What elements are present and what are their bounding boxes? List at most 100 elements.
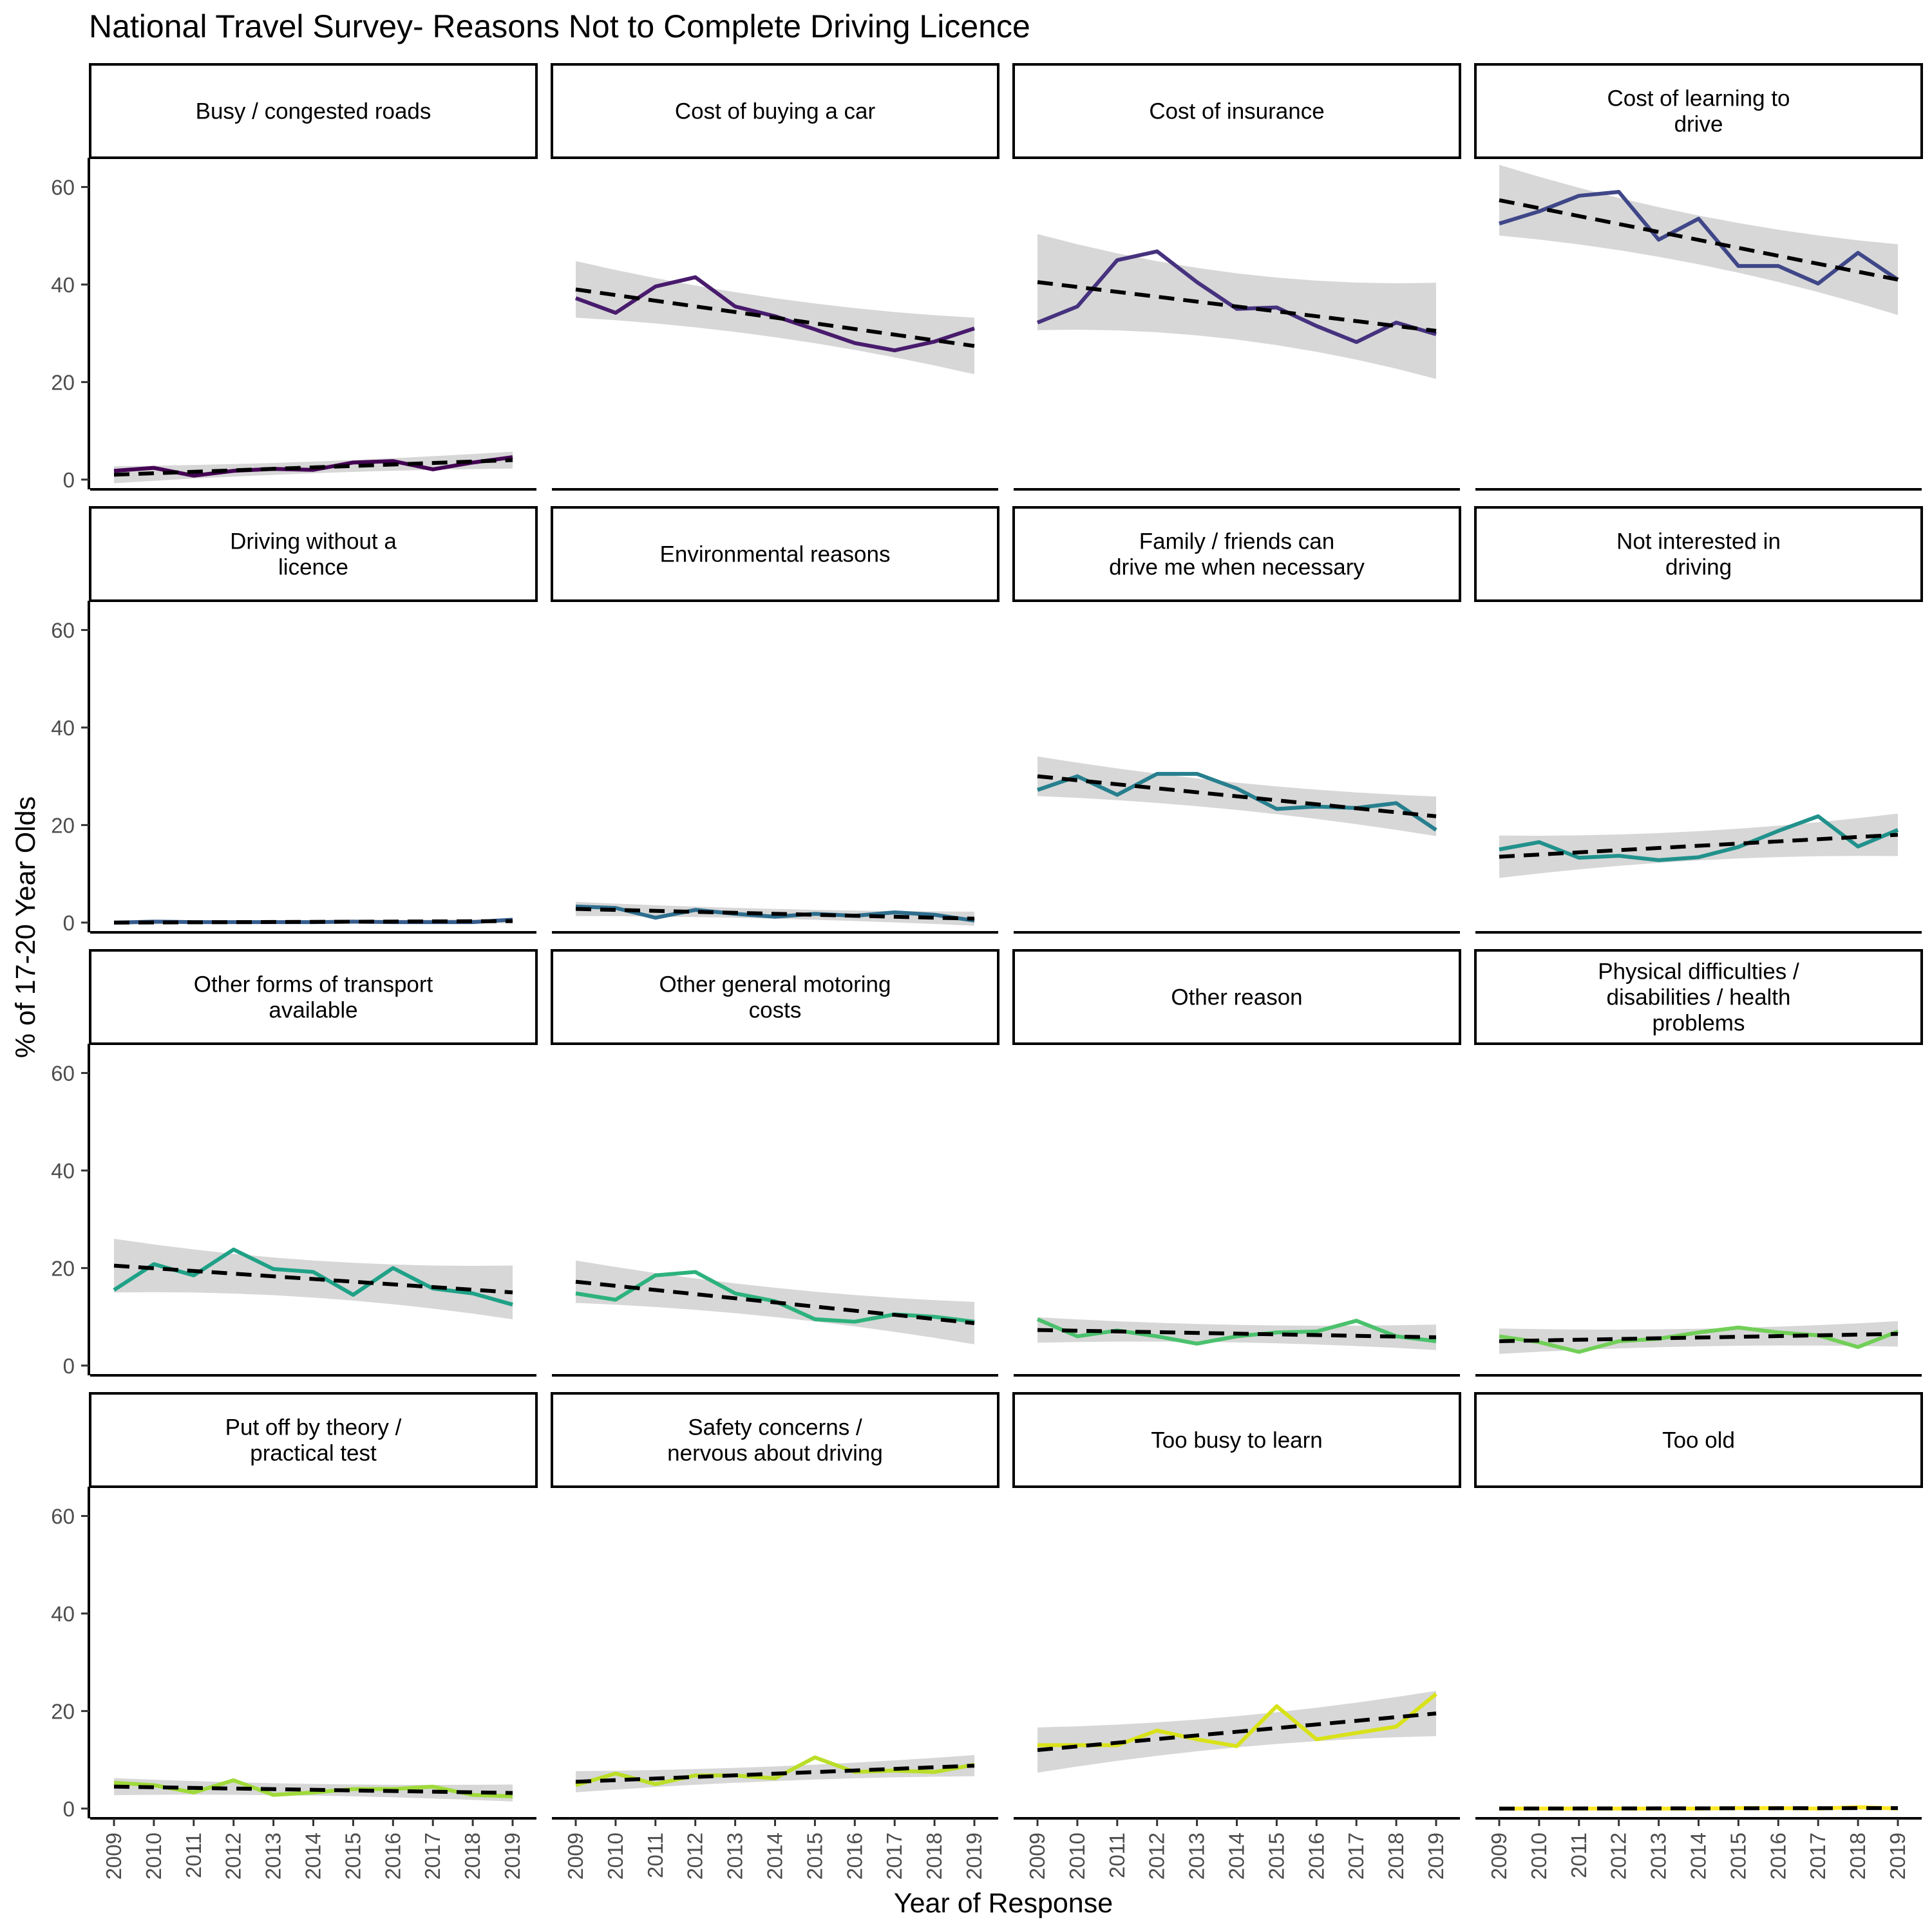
x-tick-label: 2010 [142,1832,166,1879]
x-tick-label: 2017 [1806,1832,1830,1879]
facet-strip [1012,1392,1461,1488]
x-tick-label: 2009 [564,1832,587,1879]
trend-line [113,1263,513,1295]
facet-strip-label: Cost of buying a car [675,99,876,124]
trend-line [575,907,975,921]
facet-strip [551,1392,999,1488]
facet-strip-label: available [269,998,357,1023]
facet-strip [1012,63,1461,159]
facet-strip [1474,949,1923,1045]
facet-strip-label: Not interested in [1616,529,1781,554]
x-tick-label: 2019 [1886,1832,1909,1879]
trend-line [1037,280,1437,333]
trend-line [1037,774,1437,818]
trend-line [1037,1328,1437,1339]
y-tick-label: 0 [63,1797,75,1821]
facet-strip-label: Other forms of transport [194,972,433,997]
x-tick-label: 2018 [460,1832,484,1879]
series-line [113,1778,513,1798]
facet-strip-label: Cost of learning to [1607,86,1790,111]
y-axis-title: % of 17-20 Year Olds [10,796,41,1058]
facet-panel: Put off by theory /practical test 0 20 40 60… [51,1392,538,1879]
facet-panel: Environmental reasons [551,506,999,934]
y-tick-label: 40 [51,273,75,297]
trend-line [1499,833,1899,859]
facet-strip [1474,1392,1923,1488]
trend-line [575,287,975,348]
facet-strip [1012,949,1461,1045]
y-tick-label: 0 [63,911,75,935]
facet-strip [1474,506,1923,602]
x-tick-label: 2010 [1527,1832,1551,1879]
y-tick-label: 20 [51,813,75,837]
facet-panel: Cost of buying a car [551,63,999,491]
facet-strip-label: disabilities / health [1607,985,1791,1010]
x-tick-label: 2016 [1304,1832,1328,1879]
x-tick-label: 2016 [381,1832,404,1879]
y-tick-label: 0 [63,1354,75,1378]
x-tick-label: 2010 [1065,1832,1089,1879]
x-tick-label: 2017 [882,1832,906,1879]
x-tick-label: 2009 [1025,1832,1049,1879]
facet-panel: Too old 2009 2010 2011 2012 2013 2014 2015 2016 2… [1474,1392,1923,1879]
facet-panel: Cost of insurance [1012,63,1461,491]
trend-line [1499,1332,1899,1343]
facet-strip-label: Driving without a [230,529,397,554]
y-tick-label: 60 [51,618,75,642]
trend-line [113,458,513,477]
x-tick-label: 2013 [1647,1832,1671,1879]
facet-strip-label: drive [1674,112,1723,137]
trend-line [113,919,513,925]
x-axis-title: Year of Response [894,1888,1113,1919]
facet-strip-label: problems [1653,1011,1745,1036]
x-tick-label: 2014 [763,1832,787,1879]
trend-line [1037,1711,1437,1752]
x-tick-label: 2019 [962,1832,986,1879]
facet-strip-label: Physical difficulties / [1598,959,1799,984]
x-tick-label: 2017 [421,1832,444,1879]
x-tick-label: 2019 [1424,1832,1448,1879]
series-line [1037,1692,1437,1748]
y-tick-label: 20 [51,1256,75,1280]
series-line [1036,1317,1437,1346]
facet-strip [551,506,999,602]
y-tick-label: 20 [51,370,75,394]
y-tick-label: 40 [51,1602,75,1626]
x-tick-label: 2012 [1607,1832,1631,1879]
x-tick-label: 2018 [1846,1832,1870,1879]
facet-strip-label: Busy / congested roads [196,99,431,124]
x-tick-label: 2014 [1225,1832,1249,1879]
y-tick-label: 60 [51,1061,75,1085]
facet-strip [1012,506,1461,602]
facet-panel: Other reason [1012,949,1461,1377]
x-tick-label: 2014 [301,1832,325,1879]
facet-strip-label: drive me when necessary [1109,555,1365,580]
facet-panel: Safety concerns /nervous about driving 20… [551,1392,999,1879]
series-line [1499,190,1899,286]
y-tick-label: 60 [51,1504,75,1528]
facet-strip [551,949,999,1045]
facet-strip [1474,63,1923,159]
facet-strip-label: Other reason [1171,985,1302,1010]
trend-line [1499,198,1899,282]
trend-line [575,1279,975,1325]
x-tick-label: 2010 [603,1832,627,1879]
facet-strip-label: practical test [250,1441,377,1466]
facet-strip-label: driving [1665,555,1732,580]
series-line [1499,1325,1899,1354]
series-line [1037,771,1437,832]
x-tick-label: 2012 [683,1832,707,1879]
series-line [1499,814,1899,862]
x-tick-label: 2011 [1105,1832,1129,1878]
x-tick-label: 2015 [1726,1832,1750,1879]
series-line [575,904,975,923]
y-tick-label: 0 [63,468,75,492]
facet-strip [551,63,999,159]
facet-strip [89,63,538,159]
